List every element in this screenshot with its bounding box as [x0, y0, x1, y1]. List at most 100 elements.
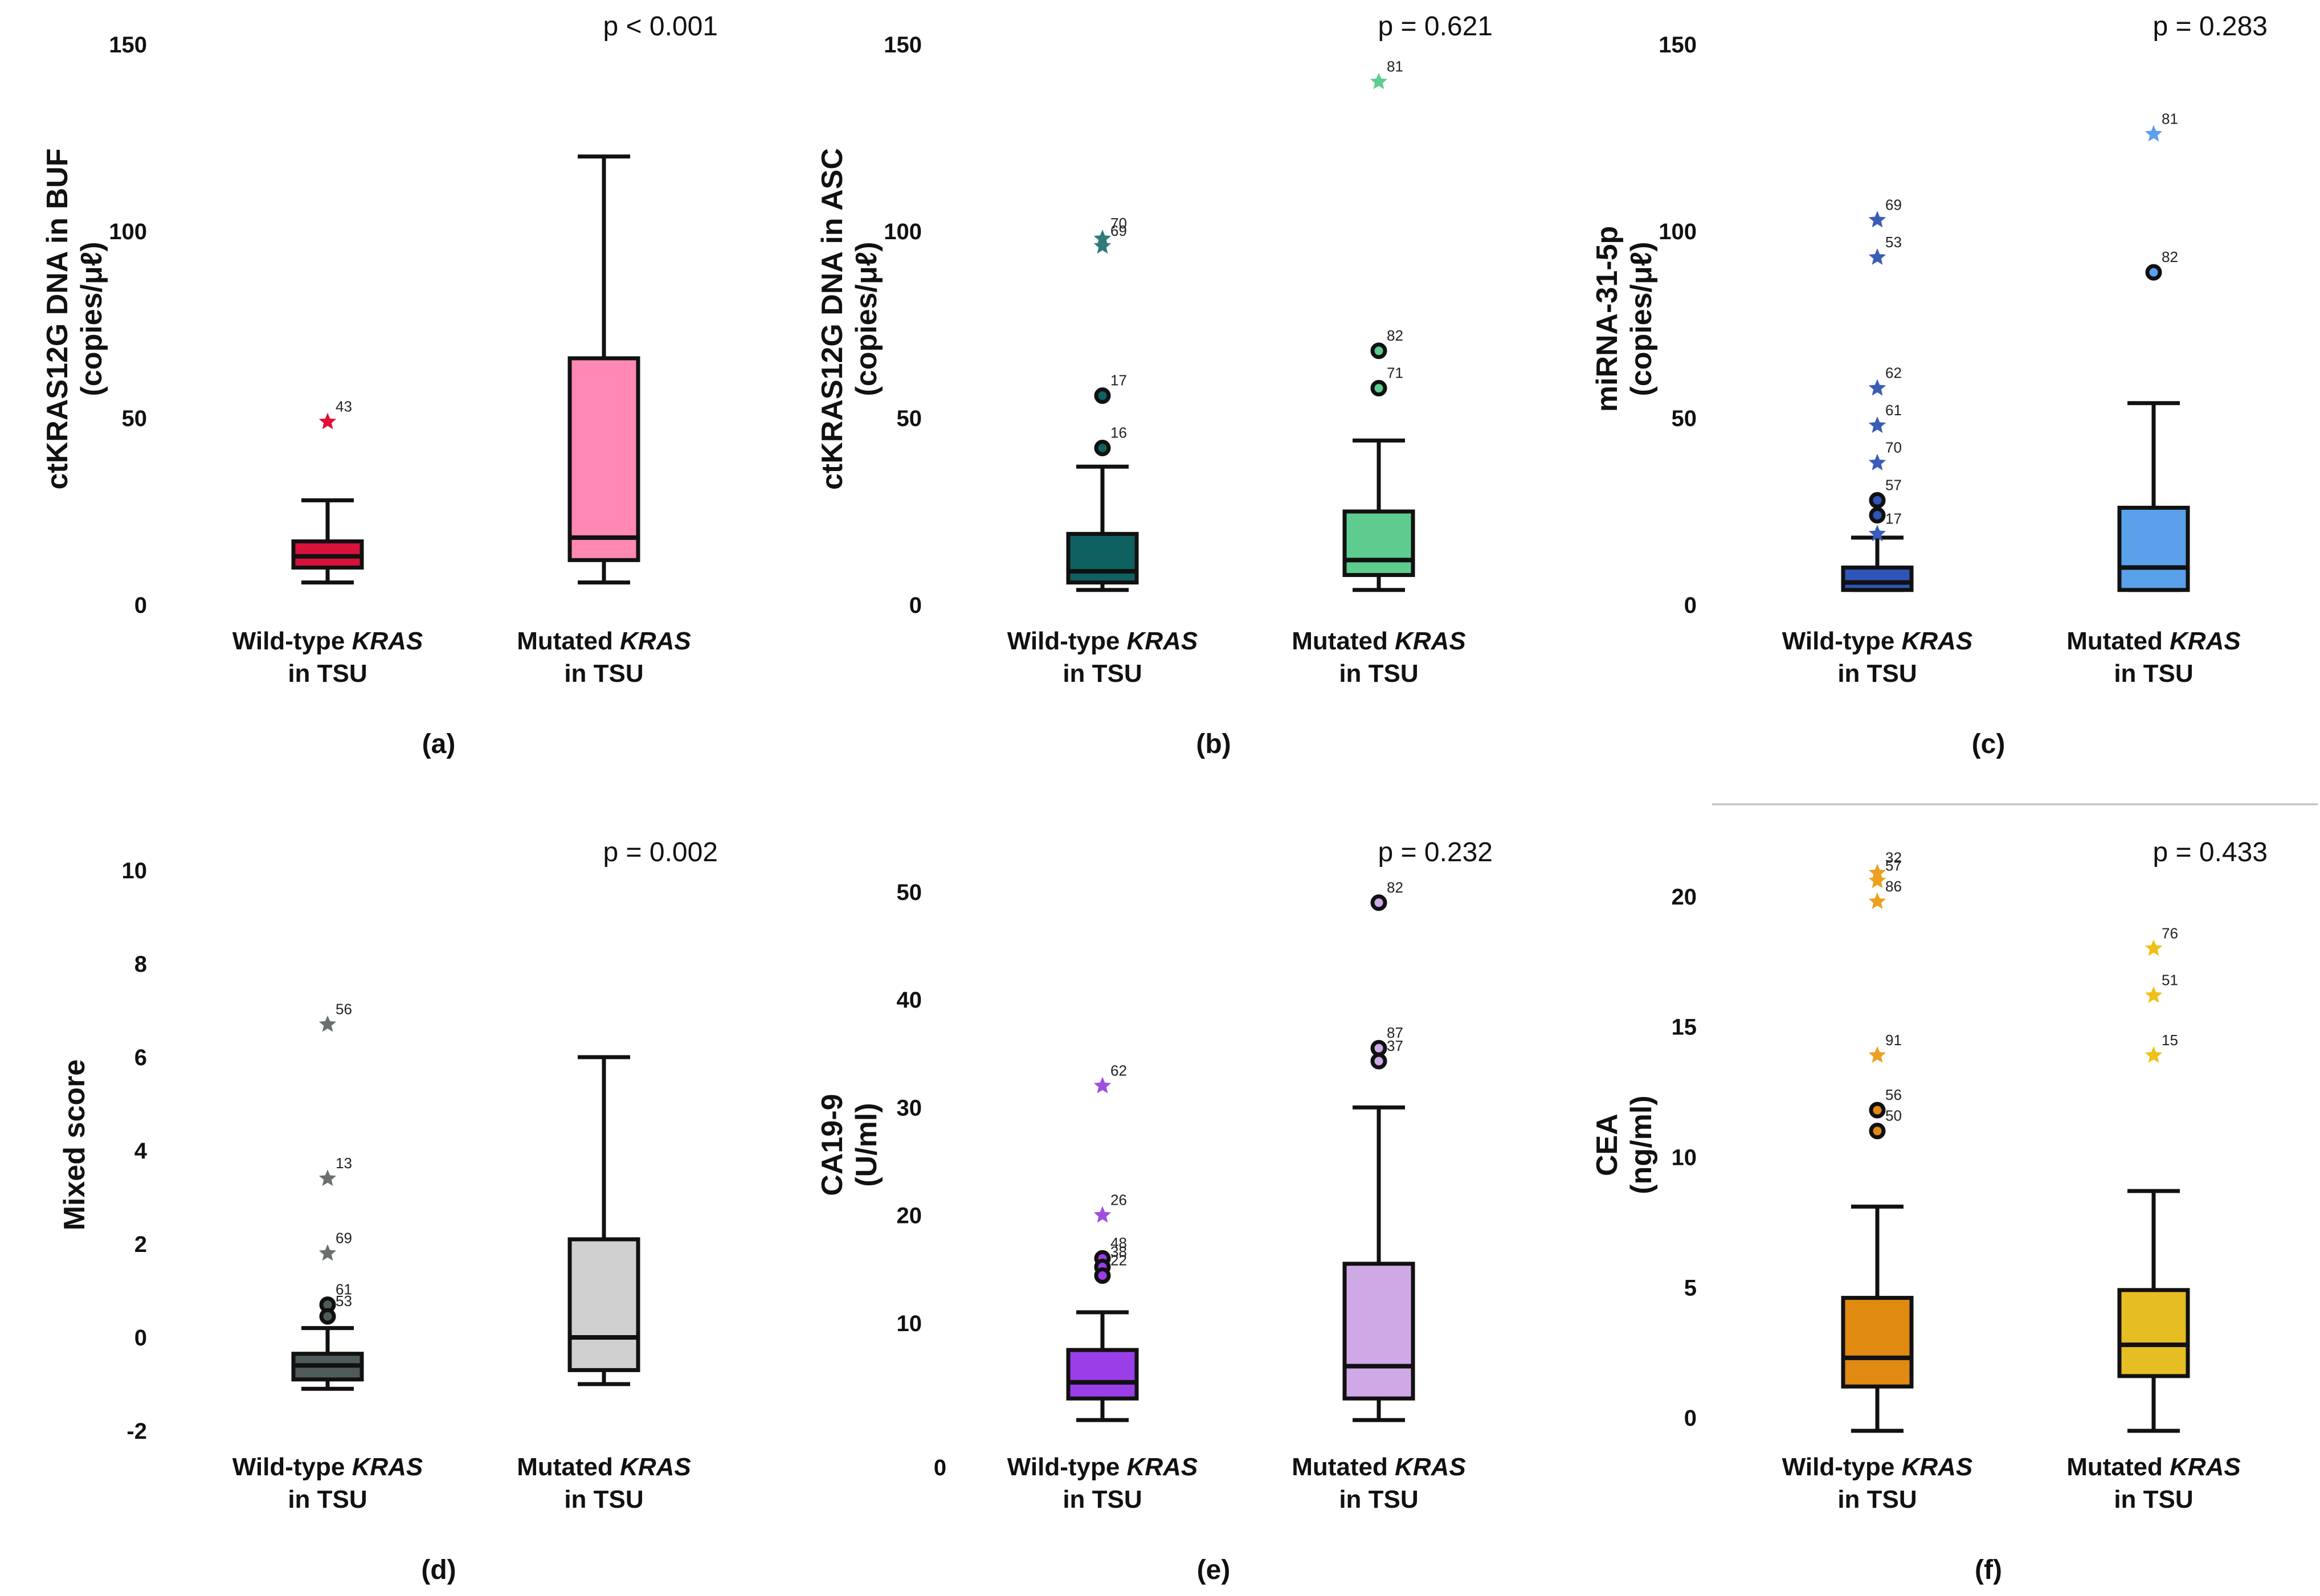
y-tick-label: 0 [134, 593, 147, 618]
outlier-star [1868, 525, 1886, 542]
group-label-text: Wild-type [232, 627, 352, 655]
outlier-label: 82 [2162, 248, 2178, 265]
y-axis-title-line: CEA [1591, 1114, 1624, 1176]
chart-panel: 0 50 100 150 ctKRAS12G DNA in BUF(copies/μℓ)… [41, 11, 718, 759]
outlier-label: 82 [1387, 879, 1403, 896]
outlier-label: 69 [1885, 196, 1902, 213]
outlier-star [1370, 72, 1388, 89]
outlier-label: 61 [1885, 402, 1902, 419]
box-iqr [1342, 1262, 1415, 1401]
outlier-circle [1370, 894, 1387, 911]
outlier-label: 61 [336, 1281, 352, 1298]
y-tick-label: 30 [897, 1095, 922, 1120]
group-label: Wild-type KRAS [232, 627, 423, 655]
group-label-gene: KRAS [1127, 1453, 1198, 1481]
outlier-label: 76 [2162, 924, 2178, 942]
group-label-gene: KRAS [1127, 627, 1198, 655]
group-label-sub: in TSU [1063, 1485, 1142, 1513]
y-tick-label: 50 [1672, 406, 1697, 431]
p-value-label: p = 0.621 [1378, 11, 1493, 42]
outlier-label: 69 [336, 1229, 352, 1246]
group-label: Wild-type KRAS [1007, 627, 1198, 655]
y-tick-label: 6 [134, 1045, 147, 1070]
y-tick-label: 150 [109, 32, 147, 58]
outlier-star [2145, 1046, 2163, 1063]
outlier-circle [1869, 492, 1886, 509]
y-axis-title-line: (ng/ml) [1625, 1095, 1658, 1194]
outlier-star [2145, 125, 2163, 142]
y-tick-label: 0 [1684, 593, 1697, 618]
p-value-label: p = 0.433 [2152, 837, 2268, 867]
outlier-label: 56 [336, 1001, 352, 1018]
group-label-gene: KRAS [1902, 1453, 1973, 1481]
outlier-star [1868, 248, 1886, 265]
y-tick-label: 10 [897, 1311, 922, 1336]
outlier-star [318, 1169, 337, 1186]
p-value-label: p = 0.283 [2152, 11, 2268, 42]
outlier-label: 87 [1387, 1024, 1403, 1041]
y-axis-title: miRNA-31-5p(copies/μℓ) [1591, 226, 1658, 412]
box-iqr [1066, 531, 1139, 585]
group-label-sub: in TSU [1339, 1485, 1418, 1513]
y-tick-label: 50 [897, 880, 922, 905]
outlier-label: 69 [1110, 222, 1127, 239]
y-tick-label: 50 [122, 406, 148, 431]
y-tick-label: 0 [1684, 1406, 1697, 1431]
outlier-label: 57 [1885, 476, 1902, 493]
group-label-text: Mutated [1292, 1453, 1395, 1481]
y-zero-label: 0 [934, 1455, 946, 1480]
outlier-label: 43 [336, 398, 352, 415]
box-iqr [567, 356, 640, 562]
y-axis-title-line: miRNA-31-5p [1591, 226, 1624, 412]
p-value-label: p = 0.232 [1378, 837, 1493, 867]
outlier-star [1093, 237, 1112, 254]
group-label-text: Mutated [2066, 1453, 2170, 1481]
outlier-label: 17 [1110, 372, 1127, 389]
group-label-text: Wild-type [1007, 627, 1127, 655]
group-label-gene: KRAS [620, 1453, 691, 1481]
outlier-label: 22 [1110, 1252, 1127, 1269]
outlier-star [318, 1244, 337, 1261]
y-axis-title-line: ctKRAS12G DNA in BUF [41, 148, 74, 489]
group-label: Wild-type KRAS [1782, 1453, 1973, 1481]
group-label: Mutated KRAS [1292, 627, 1466, 655]
y-axis-title: ctKRAS12G DNA in BUF(copies/μℓ) [41, 148, 108, 489]
y-axis-title-line: ctKRAS12G DNA in ASC [816, 148, 849, 490]
outlier-star [318, 412, 337, 429]
outlier-label: 57 [1885, 857, 1902, 874]
y-tick-label: -2 [126, 1419, 147, 1444]
outlier-label: 32 [1885, 849, 1902, 866]
group-label-gene: KRAS [1395, 627, 1466, 655]
group-label-sub: in TSU [288, 660, 367, 687]
box-iqr [1342, 509, 1415, 578]
outlier-label: 50 [1885, 1107, 1902, 1124]
outlier-label: 71 [1387, 365, 1403, 382]
y-axis-title-line: (copies/μℓ) [1625, 242, 1658, 396]
box-iqr [1066, 1348, 1139, 1401]
panel-label: (d) [421, 1555, 456, 1585]
group-label: Wild-type KRAS [232, 1453, 423, 1481]
outlier-star [1093, 1206, 1112, 1223]
box-iqr [567, 1237, 640, 1372]
y-tick-label: 4 [134, 1139, 148, 1164]
group-label-sub: in TSU [288, 1485, 367, 1513]
outlier-circle [319, 1308, 336, 1325]
group-label: Mutated KRAS [2066, 627, 2241, 655]
group-label-gene: KRAS [2170, 1453, 2241, 1481]
outlier-label: 13 [336, 1155, 352, 1172]
outlier-label: 81 [1387, 58, 1403, 75]
group-label-gene: KRAS [620, 627, 691, 655]
group-label: Wild-type KRAS [1782, 627, 1973, 655]
box-iqr [1841, 1296, 1914, 1389]
outlier-circle [1869, 1123, 1886, 1140]
group-label-gene: KRAS [1902, 627, 1973, 655]
outlier-star [1868, 416, 1886, 433]
y-axis-title-line: CA19-9 [816, 1094, 849, 1196]
y-tick-label: 100 [109, 219, 147, 244]
y-tick-label: 5 [1684, 1275, 1697, 1300]
outlier-label: 16 [1110, 424, 1127, 441]
box-iqr [1841, 565, 1914, 592]
y-axis-title-line: Mixed score [58, 1059, 91, 1231]
